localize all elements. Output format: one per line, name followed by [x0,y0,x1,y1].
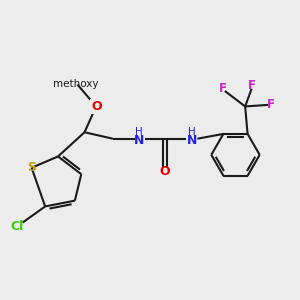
Text: O: O [92,100,102,113]
Text: S: S [27,161,36,174]
Text: Cl: Cl [10,220,23,233]
Text: O: O [160,165,170,178]
Text: N: N [134,134,145,147]
Text: O: O [92,100,102,113]
Text: H: H [136,127,143,136]
Text: F: F [248,79,256,92]
Text: methoxy: methoxy [53,79,99,89]
Text: H: H [188,127,196,136]
Text: F: F [219,82,226,95]
Text: F: F [267,98,275,111]
Text: N: N [186,134,197,147]
